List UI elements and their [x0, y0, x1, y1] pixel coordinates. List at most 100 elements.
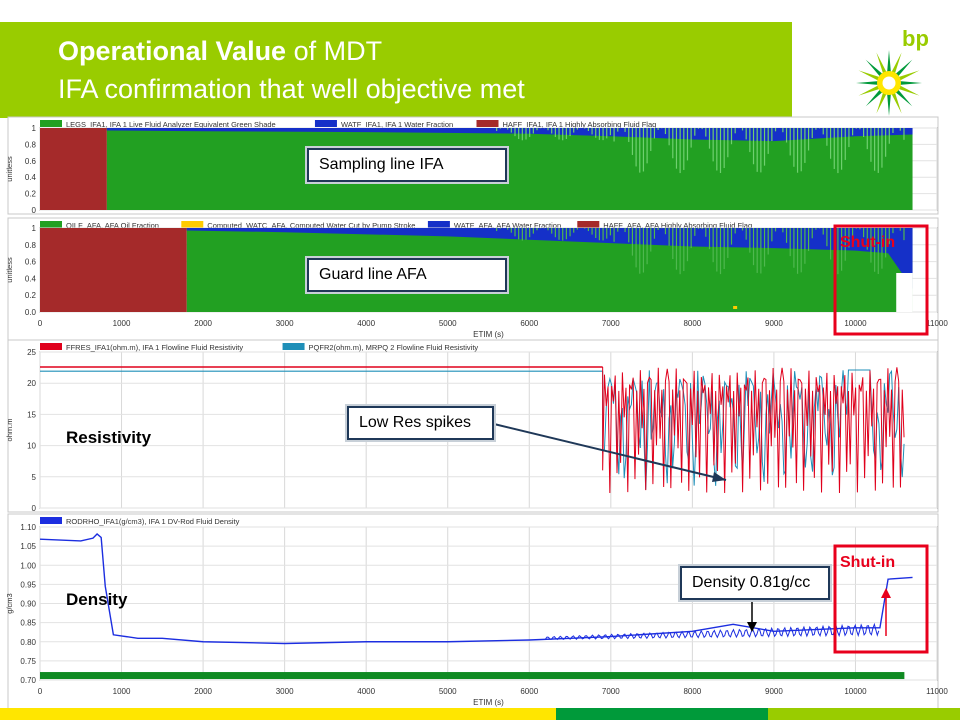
x-tick-label: 1000	[113, 687, 131, 696]
water-fraction-area	[106, 128, 913, 142]
legend-label: WATF_IFA1, IFA 1 Water Fraction	[341, 120, 453, 129]
logo-petal	[891, 92, 902, 114]
logo-petal	[865, 89, 883, 107]
footer-band-yellow	[0, 708, 556, 720]
y-tick-label: 0.8	[25, 140, 37, 149]
legend-swatch	[40, 517, 62, 524]
y-tick-label: 0.6	[25, 157, 37, 166]
shutin-box-top	[833, 224, 929, 336]
x-tick-label: 8000	[683, 319, 701, 328]
status-band	[40, 672, 905, 680]
legend-swatch	[282, 343, 305, 350]
page-title: Operational Value of MDT	[58, 36, 382, 67]
y-tick-label: 0.75	[20, 657, 36, 666]
y-tick-label: 1.00	[20, 561, 36, 570]
legend-swatch	[577, 221, 600, 228]
callout-sampling-line: Sampling line IFA	[307, 148, 507, 182]
x-tick-label: 2000	[194, 319, 212, 328]
page-subtitle: IFA confirmation that well objective met	[58, 74, 525, 104]
y-tick-label: 0.70	[20, 676, 36, 685]
y-tick-label: 25	[27, 348, 36, 357]
logo-petal	[858, 70, 880, 81]
bp-logo-icon	[856, 50, 922, 116]
x-tick-label: 11000	[926, 687, 948, 696]
x-tick-label: 5000	[439, 319, 457, 328]
logo-petal	[895, 89, 913, 107]
legend-swatch	[427, 221, 450, 228]
resistivity-label: Resistivity	[66, 428, 152, 447]
y-tick-label: 1.05	[20, 542, 36, 551]
logo-petal	[898, 85, 920, 96]
y-tick-label: 0.80	[20, 638, 36, 647]
x-axis-label: ETIM (s)	[473, 698, 504, 707]
legend-label: HAFF_AFA, AFA Highly Absorbing Fluid Fla…	[603, 221, 752, 230]
logo-petal	[895, 59, 913, 77]
callout-low-res: Low Res spikes	[347, 406, 494, 440]
legend-label: LEGS_IFA1, IFA 1 Live Fluid Analyzer Equ…	[66, 120, 276, 129]
shutin-arrowhead	[881, 588, 891, 598]
x-tick-label: 10000	[844, 687, 867, 696]
legend-label: Computed_WATC_AFA, Computed Water Cut by…	[207, 221, 415, 230]
legend-swatch	[181, 221, 204, 228]
logo-petal	[898, 70, 920, 81]
x-tick-label: 10000	[844, 319, 867, 328]
watc-marker	[733, 306, 738, 309]
x-tick-label: 6000	[520, 319, 538, 328]
logo-petal	[887, 93, 891, 116]
haff-area	[40, 128, 107, 210]
y-axis-label: ohm.m	[5, 419, 14, 442]
y-axis-label: unitless	[5, 156, 14, 182]
x-tick-label: 7000	[602, 687, 620, 696]
bp-logo-text: bp	[902, 26, 929, 51]
y-tick-label: 5	[32, 473, 37, 482]
logo-petal	[891, 52, 902, 74]
y-tick-label: 1	[32, 224, 37, 233]
low-res-arrowhead	[712, 472, 726, 482]
y-tick-label: 0.95	[20, 580, 36, 589]
logo-petal	[858, 85, 880, 96]
x-tick-label: 0	[38, 319, 43, 328]
y-tick-label: 0.2	[25, 291, 37, 300]
y-tick-label: 0.2	[25, 190, 37, 199]
fluid-area	[106, 128, 913, 210]
legend-swatch	[40, 120, 62, 127]
y-tick-label: 0.0	[25, 308, 37, 317]
legend-label: WATF_AFA, AFA Water Fraction	[454, 221, 561, 230]
legend-swatch	[314, 120, 337, 127]
legend-label: HAFF_IFA1, IFA 1 Highly Absorbing Fluid …	[503, 120, 657, 129]
y-tick-label: 1.10	[20, 523, 36, 532]
shutin-label-top: Shut-in	[840, 234, 896, 251]
title-rest: of MDT	[286, 36, 383, 66]
y-tick-label: 15	[27, 410, 36, 419]
logo-petal	[887, 50, 891, 73]
x-tick-label: 7000	[602, 319, 620, 328]
footer-band-green	[556, 708, 768, 720]
y-tick-label: 0	[32, 504, 37, 513]
x-tick-label: 4000	[357, 319, 375, 328]
y-axis-label: g/cm3	[5, 593, 14, 613]
legend-swatch	[476, 120, 499, 127]
legend-label: FFRES_IFA1(ohm.m), IFA 1 Flowline Fluid …	[66, 343, 243, 352]
density-label: Density	[66, 590, 128, 609]
x-tick-label: 3000	[276, 319, 294, 328]
haff-area	[40, 228, 187, 312]
y-axis-label: unitless	[5, 257, 14, 283]
y-tick-label: 0.4	[25, 173, 37, 182]
y-tick-label: 0.90	[20, 600, 36, 609]
y-tick-label: 0.6	[25, 258, 37, 267]
logo-center	[882, 76, 896, 90]
x-tick-label: 4000	[357, 687, 375, 696]
legend-swatch	[40, 221, 62, 228]
title-bar: Operational Value of MDT IFA confirmatio…	[0, 22, 792, 118]
y-tick-label: 10	[27, 442, 36, 451]
pqfr2-line	[602, 369, 905, 490]
shutin-label-bottom: Shut-in	[840, 554, 896, 571]
x-tick-label: 9000	[765, 687, 783, 696]
ffres-line	[602, 367, 905, 494]
logo-petal	[865, 59, 883, 77]
y-tick-label: 0	[32, 206, 37, 215]
x-tick-label: 0	[38, 687, 43, 696]
y-tick-label: 20	[27, 379, 36, 388]
